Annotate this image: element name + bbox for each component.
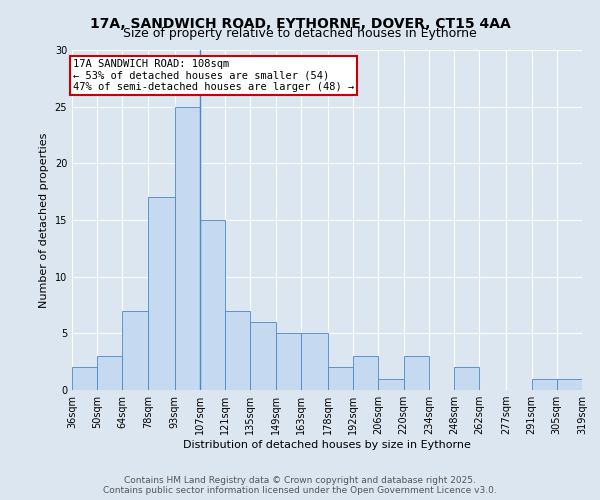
- Y-axis label: Number of detached properties: Number of detached properties: [39, 132, 49, 308]
- Bar: [301, 334, 328, 390]
- Bar: [328, 368, 353, 390]
- Bar: [72, 368, 97, 390]
- X-axis label: Distribution of detached houses by size in Eythorne: Distribution of detached houses by size …: [183, 440, 471, 450]
- Bar: [557, 378, 582, 390]
- Bar: [225, 310, 250, 390]
- Text: 17A, SANDWICH ROAD, EYTHORNE, DOVER, CT15 4AA: 17A, SANDWICH ROAD, EYTHORNE, DOVER, CT1…: [89, 18, 511, 32]
- Bar: [353, 356, 379, 390]
- Text: 17A SANDWICH ROAD: 108sqm
← 53% of detached houses are smaller (54)
47% of semi-: 17A SANDWICH ROAD: 108sqm ← 53% of detac…: [73, 59, 354, 92]
- Bar: [175, 106, 200, 390]
- Bar: [250, 322, 275, 390]
- Bar: [454, 368, 479, 390]
- Bar: [148, 198, 175, 390]
- Text: Contains HM Land Registry data © Crown copyright and database right 2025.
Contai: Contains HM Land Registry data © Crown c…: [103, 476, 497, 495]
- Bar: [404, 356, 429, 390]
- Bar: [275, 334, 301, 390]
- Bar: [122, 310, 148, 390]
- Bar: [200, 220, 225, 390]
- Bar: [532, 378, 557, 390]
- Text: Size of property relative to detached houses in Eythorne: Size of property relative to detached ho…: [123, 28, 477, 40]
- Bar: [379, 378, 404, 390]
- Bar: [97, 356, 122, 390]
